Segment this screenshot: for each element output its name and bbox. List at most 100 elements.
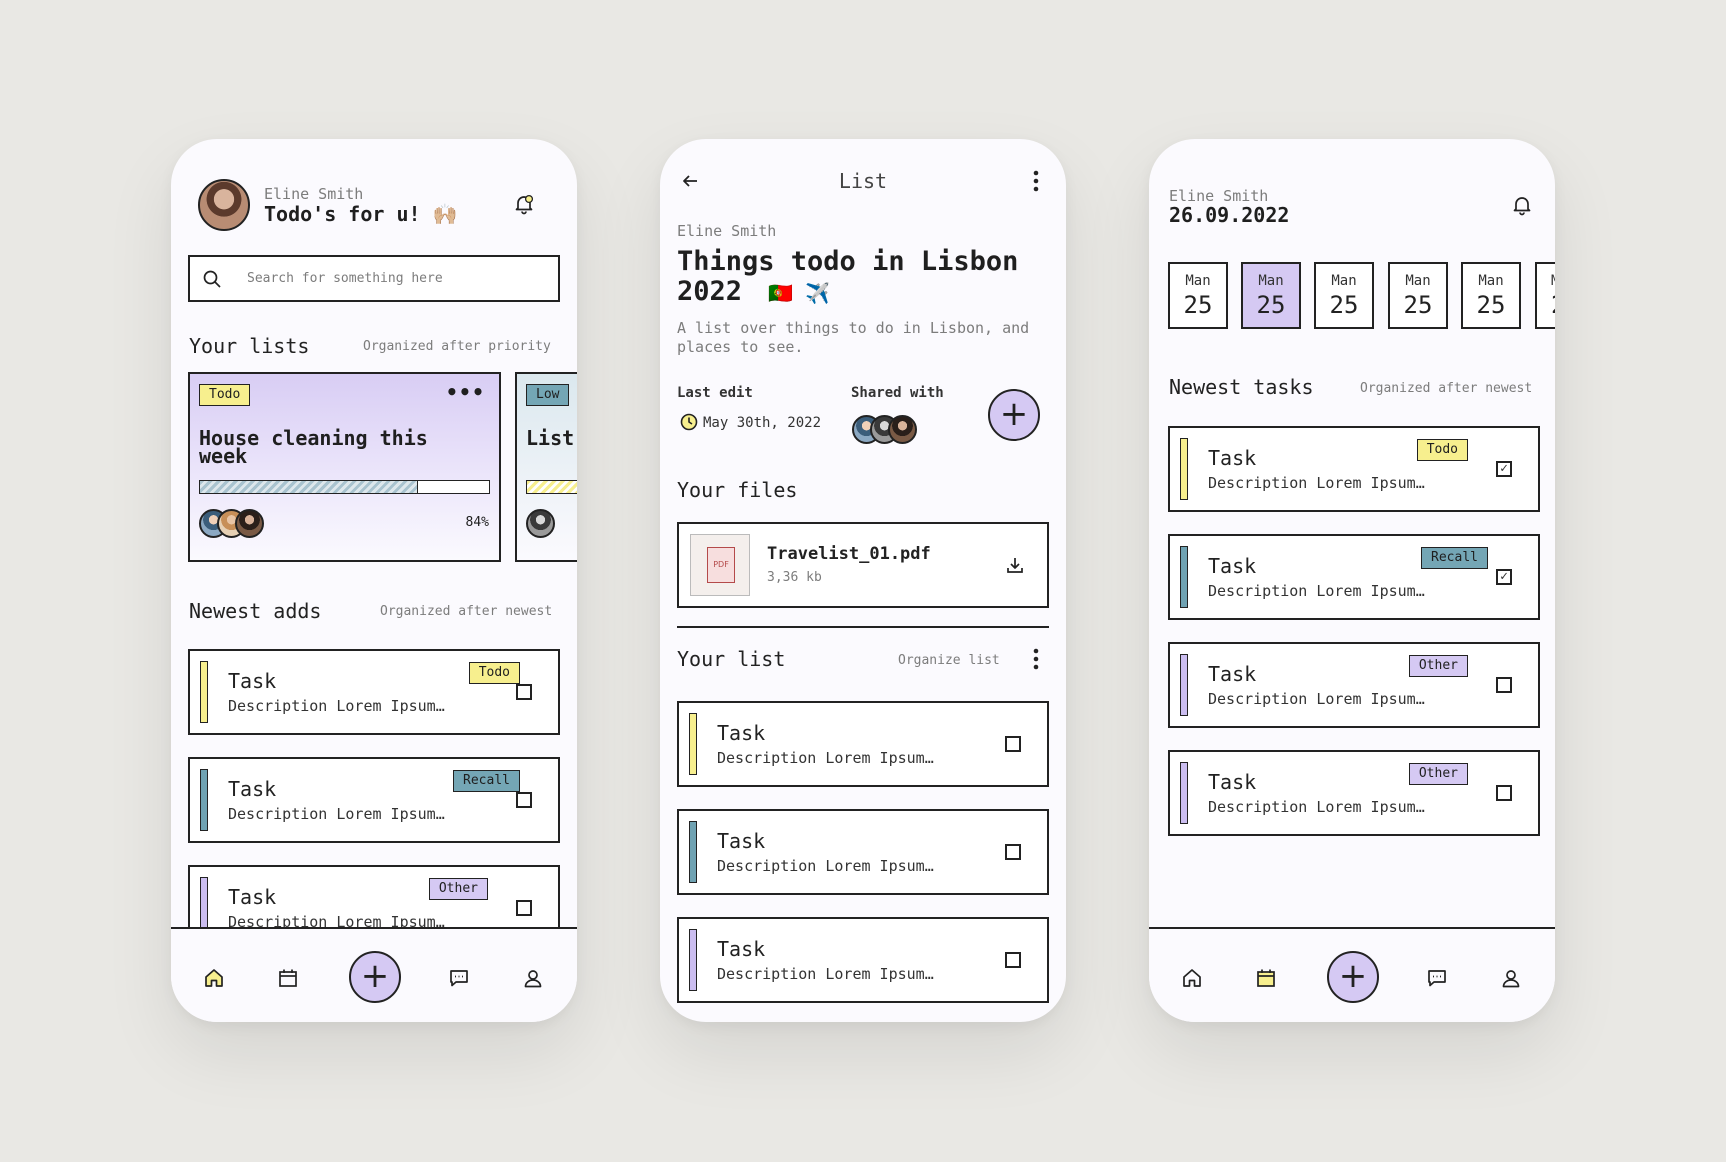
search-icon	[203, 270, 221, 288]
pdf-badge: PDF	[707, 547, 735, 583]
day-number: 25	[1403, 291, 1433, 319]
clock-icon	[680, 413, 698, 431]
list-card[interactable]: Low List visi	[515, 372, 577, 562]
user-name: Eline Smith	[264, 185, 364, 203]
task-description: Description Lorem Ipsum…	[228, 697, 445, 715]
day-chip[interactable]: M2	[1535, 262, 1555, 329]
screen-title: List	[838, 169, 888, 193]
day-number: 25	[1329, 291, 1359, 319]
your-list-title: Your list	[677, 647, 786, 671]
task-checkbox[interactable]	[516, 684, 532, 700]
calendar-icon[interactable]	[277, 967, 299, 989]
list-card[interactable]: Todo ••• House cleaning this week 84%	[188, 372, 501, 562]
task-card[interactable]: Task Description Lorem Ipsum… Other	[1168, 750, 1540, 836]
organize-list-link[interactable]: Organize list	[898, 653, 1000, 668]
task-card[interactable]: Task Description Lorem Ipsum… Todo ✓	[1168, 426, 1540, 512]
task-card[interactable]: Task Description Lorem Ipsum… Other	[1168, 642, 1540, 728]
day-chip[interactable]: Man 25	[1461, 262, 1521, 329]
add-button[interactable]: +	[1327, 951, 1379, 1003]
task-card[interactable]: Task Description Lorem Ipsum…	[677, 809, 1049, 895]
adds-sort-label[interactable]: Organized after newest	[380, 604, 553, 619]
task-title: Task	[228, 885, 277, 909]
task-description: Description Lorem Ipsum…	[228, 913, 445, 931]
bell-icon[interactable]	[1511, 194, 1533, 216]
last-edit-label: Last edit	[677, 385, 753, 401]
chat-icon[interactable]	[1426, 967, 1448, 989]
task-checkbox[interactable]: ✓	[1496, 461, 1512, 477]
profile-icon[interactable]	[522, 967, 544, 989]
day-name: Man	[1405, 273, 1431, 289]
lists-sort-label[interactable]: Organized after priority	[363, 339, 551, 354]
task-checkbox[interactable]	[516, 792, 532, 808]
task-description: Description Lorem Ipsum…	[1208, 798, 1425, 816]
member-avatar	[888, 415, 917, 444]
task-tag: Recall	[1421, 547, 1488, 569]
bottom-nav: +	[171, 927, 577, 1022]
file-name: Travelist_01.pdf	[767, 544, 931, 564]
profile-icon[interactable]	[1500, 967, 1522, 989]
task-description: Description Lorem Ipsum…	[1208, 474, 1425, 492]
home-icon[interactable]	[1181, 967, 1203, 989]
task-tag: Recall	[453, 770, 520, 792]
day-chip[interactable]: Man 25	[1314, 262, 1374, 329]
task-description: Description Lorem Ipsum…	[717, 965, 934, 983]
home-screen: Eline Smith Todo's for u! 🙌🏼 Search for …	[171, 139, 577, 1022]
back-arrow-icon[interactable]	[680, 171, 700, 191]
task-checkbox[interactable]: ✓	[1496, 569, 1512, 585]
more-vertical-icon[interactable]	[1031, 169, 1041, 193]
list-title: Things todo in Lisbon 2022 🇵🇹 ✈️	[677, 247, 1037, 308]
task-tag: Other	[1408, 655, 1468, 677]
bell-icon[interactable]	[513, 193, 535, 215]
calendar-icon[interactable]	[1255, 967, 1277, 989]
day-number: 25	[1476, 291, 1506, 319]
day-name: Man	[1478, 273, 1504, 289]
task-title: Task	[1208, 770, 1257, 794]
home-icon[interactable]	[203, 967, 225, 989]
download-icon[interactable]	[1005, 555, 1025, 575]
day-chip[interactable]: Man 25	[1168, 262, 1228, 329]
add-button[interactable]: +	[349, 951, 401, 1003]
task-card[interactable]: Task Description Lorem Ipsum… Recall	[188, 757, 560, 843]
task-checkbox[interactable]	[1005, 844, 1021, 860]
task-checkbox[interactable]	[1005, 952, 1021, 968]
task-tag: Other	[1408, 763, 1468, 785]
more-vertical-icon[interactable]	[1031, 647, 1041, 671]
day-chip-selected[interactable]: Man 25	[1241, 262, 1301, 329]
list-title-text: Things todo in Lisbon 2022	[677, 246, 1019, 307]
task-checkbox[interactable]	[1496, 677, 1512, 693]
task-checkbox[interactable]	[1005, 736, 1021, 752]
search-input[interactable]: Search for something here	[247, 271, 443, 286]
task-description: Description Lorem Ipsum…	[228, 805, 445, 823]
task-tag: Other	[428, 878, 488, 900]
category-bar	[689, 929, 697, 991]
category-bar	[200, 661, 208, 723]
search-bar[interactable]: Search for something here	[188, 255, 560, 302]
add-member-button[interactable]: +	[988, 389, 1040, 441]
day-chip[interactable]: Man 25	[1388, 262, 1448, 329]
task-card[interactable]: Task Description Lorem Ipsum…	[677, 917, 1049, 1003]
more-icon[interactable]: •••	[445, 380, 485, 404]
list-card-title: House cleaning this week	[199, 426, 428, 468]
chat-icon[interactable]	[448, 967, 470, 989]
category-bar	[689, 713, 697, 775]
task-checkbox[interactable]	[1496, 785, 1512, 801]
task-card[interactable]: Task Description Lorem Ipsum… Recall ✓	[1168, 534, 1540, 620]
priority-tag: Todo	[199, 384, 251, 406]
tasks-sort-label[interactable]: Organized after newest	[1360, 381, 1533, 396]
priority-tag: Low	[526, 384, 570, 406]
section-divider	[677, 626, 1049, 628]
list-owner: Eline Smith	[677, 222, 777, 240]
task-card[interactable]: Task Description Lorem Ipsum…	[677, 701, 1049, 787]
day-number: 25	[1256, 291, 1286, 319]
category-bar	[1180, 762, 1188, 824]
user-avatar[interactable]	[198, 179, 250, 231]
task-title: Task	[717, 937, 766, 961]
member-avatar	[235, 509, 264, 538]
tasks-title: Newest tasks	[1169, 375, 1314, 399]
category-bar	[1180, 438, 1188, 500]
task-card[interactable]: Task Description Lorem Ipsum… Todo	[188, 649, 560, 735]
file-item[interactable]: PDF Travelist_01.pdf 3,36 kb	[677, 522, 1049, 608]
task-description: Description Lorem Ipsum…	[717, 857, 934, 875]
task-checkbox[interactable]	[516, 900, 532, 916]
list-screen: List Eline Smith Things todo in Lisbon 2…	[660, 139, 1066, 1022]
